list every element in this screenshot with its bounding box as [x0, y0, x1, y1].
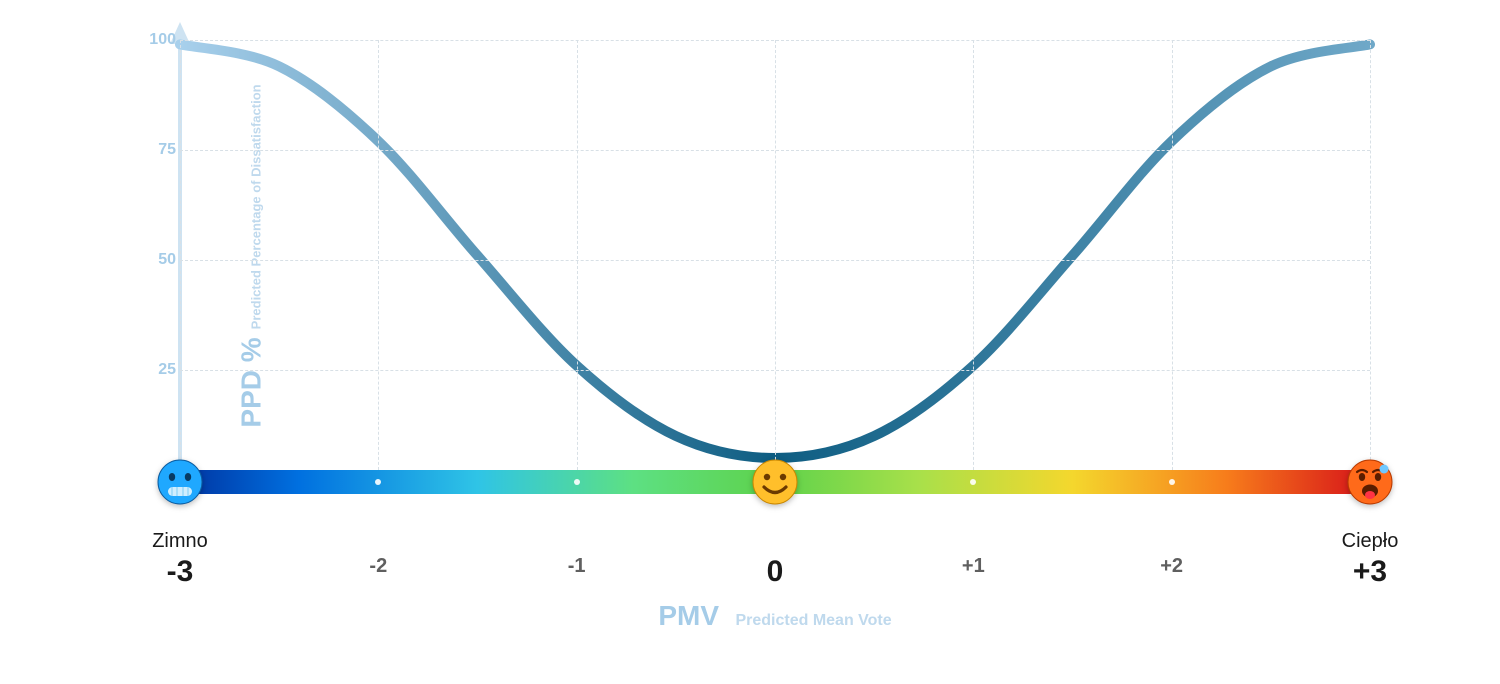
- plot-area: [180, 40, 1370, 480]
- v-gridline: [1370, 40, 1371, 480]
- y-tick: 50: [158, 251, 176, 269]
- hot-face-icon: [1346, 458, 1394, 506]
- y-tick: 25: [158, 361, 176, 379]
- v-gridline: [378, 40, 379, 480]
- cold-face-icon: [156, 458, 204, 506]
- v-gridline: [577, 40, 578, 480]
- x-tick-label: -2: [369, 530, 387, 578]
- x-axis-title: PMV Predicted Mean Vote: [180, 600, 1370, 632]
- v-gridline: [973, 40, 974, 480]
- y-axis: PPD % Predicted Percentage of Dissatisfa…: [110, 40, 180, 480]
- scale-dot: [970, 479, 976, 485]
- pmv-ppd-chart: PPD % Predicted Percentage of Dissatisfa…: [110, 40, 1400, 640]
- v-gridline: [775, 40, 776, 480]
- hot-tag: Ciepło: [1342, 530, 1399, 553]
- x-tick-label: +1: [962, 530, 985, 578]
- scale-dot: [375, 479, 381, 485]
- x-tick-label: +2: [1160, 530, 1183, 578]
- cold-tag: Zimno: [152, 530, 208, 553]
- smile-face-icon: [751, 458, 799, 506]
- x-axis-title-sub: Predicted Mean Vote: [735, 612, 891, 629]
- y-tick: 75: [158, 141, 176, 159]
- x-axis-title-main: PMV: [658, 600, 719, 631]
- scale-dot: [1169, 479, 1175, 485]
- v-gridline: [180, 40, 181, 480]
- x-tick-label: Ciepło+3: [1342, 530, 1399, 589]
- x-tick-label: Zimno-3: [152, 530, 208, 589]
- scale-dot: [574, 479, 580, 485]
- x-tick-label: -1: [568, 530, 586, 578]
- v-gridline: [1172, 40, 1173, 480]
- x-tick-label: 0: [767, 530, 784, 589]
